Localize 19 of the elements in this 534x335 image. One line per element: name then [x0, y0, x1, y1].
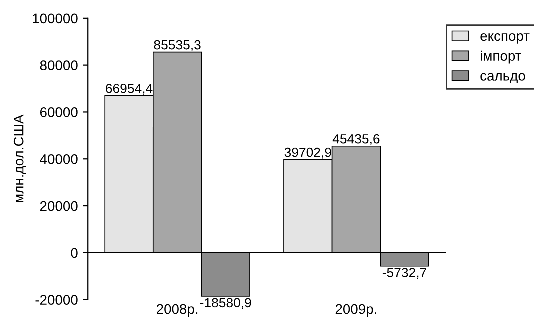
x-tick-label: 2008р. — [157, 304, 198, 317]
y-tick-label: 60000 — [40, 108, 78, 118]
y-tick-label: 40000 — [40, 154, 78, 164]
x-tick-label: 2009р. — [336, 304, 376, 317]
data-label: -18580,9 — [200, 298, 252, 310]
y-tick-label: 100000 — [33, 14, 78, 24]
data-label: 39702,9 — [284, 148, 332, 159]
y-tick-label: 0 — [71, 248, 78, 258]
data-label: 66954,4 — [106, 84, 153, 95]
y-tick-label: 20000 — [40, 201, 78, 212]
data-label: -5732,7 — [382, 268, 426, 280]
legend-label: сальдо — [480, 73, 526, 84]
y-tick-label: 80000 — [40, 60, 78, 70]
data-label: 85535,3 — [154, 40, 201, 52]
y-axis-title: млн.дол.США — [14, 114, 26, 202]
data-label: 45435,6 — [332, 134, 380, 146]
legend-label: імпорт — [481, 50, 522, 64]
y-tick-label: -20000 — [36, 295, 78, 305]
legend-label: експорт — [480, 34, 530, 44]
